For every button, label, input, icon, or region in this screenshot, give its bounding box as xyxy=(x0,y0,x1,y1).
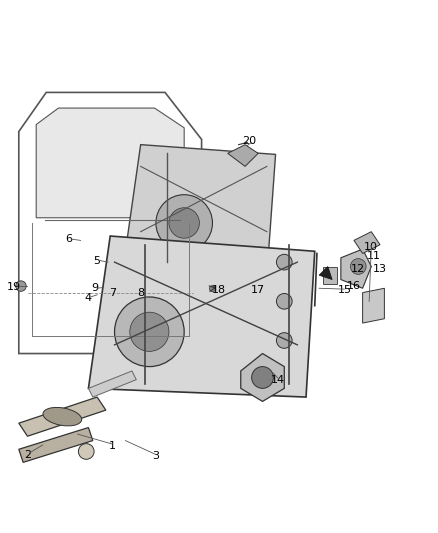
Circle shape xyxy=(350,259,366,274)
Circle shape xyxy=(209,286,215,292)
Text: 16: 16 xyxy=(347,281,361,291)
Polygon shape xyxy=(354,232,380,254)
Circle shape xyxy=(169,208,199,238)
Circle shape xyxy=(156,195,212,251)
Polygon shape xyxy=(228,144,258,166)
Text: 11: 11 xyxy=(367,251,381,261)
Polygon shape xyxy=(19,427,93,462)
Circle shape xyxy=(276,333,292,349)
Polygon shape xyxy=(319,266,332,279)
Polygon shape xyxy=(323,266,336,284)
Text: 3: 3 xyxy=(152,451,159,461)
Circle shape xyxy=(276,294,292,309)
Text: 13: 13 xyxy=(373,264,387,273)
Text: 17: 17 xyxy=(251,286,265,295)
Text: 9: 9 xyxy=(92,283,99,293)
Polygon shape xyxy=(19,397,106,436)
Circle shape xyxy=(78,443,94,459)
Polygon shape xyxy=(88,371,136,397)
Ellipse shape xyxy=(43,407,81,426)
Text: 8: 8 xyxy=(137,288,144,298)
Circle shape xyxy=(115,297,184,367)
Text: 12: 12 xyxy=(351,264,365,273)
Text: 2: 2 xyxy=(24,449,31,459)
Text: 7: 7 xyxy=(109,288,116,298)
Circle shape xyxy=(252,367,273,389)
Circle shape xyxy=(130,312,169,351)
Text: 14: 14 xyxy=(271,375,285,385)
Circle shape xyxy=(16,281,26,292)
Text: 15: 15 xyxy=(338,286,352,295)
Polygon shape xyxy=(36,108,184,218)
Polygon shape xyxy=(123,144,276,275)
Polygon shape xyxy=(241,353,284,401)
Text: 5: 5 xyxy=(94,256,101,266)
Polygon shape xyxy=(341,249,371,288)
Polygon shape xyxy=(363,288,385,323)
Text: 19: 19 xyxy=(7,282,21,293)
Text: 1: 1 xyxy=(109,441,116,451)
Circle shape xyxy=(276,254,292,270)
Text: 4: 4 xyxy=(85,293,92,303)
Text: 20: 20 xyxy=(242,136,257,146)
Text: 10: 10 xyxy=(364,242,378,252)
Polygon shape xyxy=(88,236,315,397)
Text: 18: 18 xyxy=(212,285,226,295)
Text: 6: 6 xyxy=(65,234,72,244)
